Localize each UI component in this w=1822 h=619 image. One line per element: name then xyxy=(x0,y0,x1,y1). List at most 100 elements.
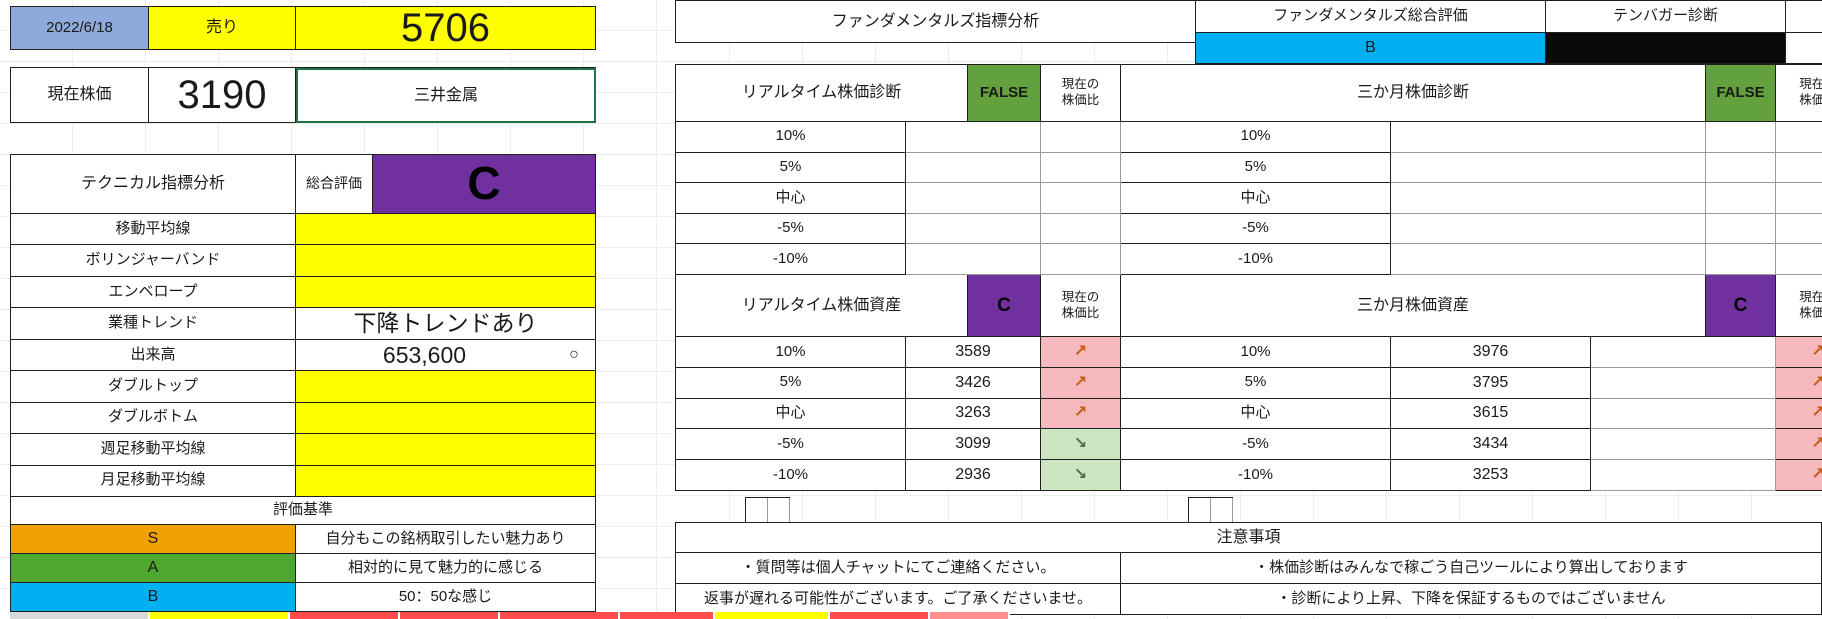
technical-title: テクニカル指標分析 xyxy=(11,155,296,214)
empty-cell xyxy=(1706,183,1776,214)
volume-value-cell[interactable]: 653,600 ○ xyxy=(296,339,596,372)
price-ratio-label: 現在の 株価比 xyxy=(1041,275,1121,337)
sheet-tab[interactable] xyxy=(150,612,290,619)
sheet-tab[interactable] xyxy=(715,612,830,619)
stock-name-cell[interactable]: 三井金属 xyxy=(296,68,596,123)
volume-value: 653,600 xyxy=(382,341,467,368)
stock-code-cell[interactable]: 5706 xyxy=(296,6,596,50)
mini-cells xyxy=(745,497,790,523)
trend-cell[interactable]: ↗ xyxy=(1776,429,1822,461)
asset-row: 5% 3426 ↗ 5% 3795 ↗ xyxy=(676,367,1822,399)
fundamentals-title: ファンダメンタルズ指標分析 xyxy=(676,1,1196,43)
asset-value[interactable]: 3795 xyxy=(1391,367,1591,399)
price-ratio-line2: 株価比 xyxy=(1799,93,1822,107)
technical-row-value[interactable] xyxy=(296,245,596,277)
price-ratio-label: 現在の 株価比 xyxy=(1776,65,1822,122)
sheet-tab[interactable] xyxy=(500,612,620,619)
criteria-row: S 自分もこの銘柄取引したい魅力あり xyxy=(11,525,596,554)
sheet-tab[interactable] xyxy=(10,612,150,619)
technical-row: 移動平均線 xyxy=(11,214,596,246)
asset-level: 5% xyxy=(1121,367,1391,399)
asset-level: -10% xyxy=(676,460,906,491)
sheet-tab[interactable] xyxy=(290,612,400,619)
trend-cell[interactable]: ↗ xyxy=(1776,460,1822,491)
criteria-grade-s[interactable]: S xyxy=(11,525,296,554)
realtime-asset-grade[interactable]: C xyxy=(968,275,1041,337)
asset-value[interactable]: 3589 xyxy=(906,337,1041,368)
trend-cell[interactable]: ↗ xyxy=(1776,398,1822,430)
clipped-cell xyxy=(1786,32,1822,64)
trend-up-icon: ↗ xyxy=(1811,466,1822,484)
empty-cell xyxy=(746,498,768,523)
technical-row-value[interactable] xyxy=(296,214,596,246)
trend-up-icon: ↗ xyxy=(1073,342,1088,360)
sheet-tab-color xyxy=(620,612,713,619)
empty-cell xyxy=(1041,213,1121,245)
criteria-row: A 相対的に見て魅力的に感じる xyxy=(11,554,596,583)
technical-row-value[interactable] xyxy=(296,402,596,435)
sheet-tab-color xyxy=(500,612,618,619)
clipped-cell xyxy=(1786,1,1822,33)
price-ratio-line2: 株価比 xyxy=(1799,305,1822,320)
empty-cell xyxy=(1591,460,1776,491)
three-month-diagnosis-status[interactable]: FALSE xyxy=(1706,65,1776,122)
current-price-value[interactable]: 3190 xyxy=(149,68,296,123)
asset-value[interactable]: 2936 xyxy=(906,460,1041,491)
trend-up-icon: ↗ xyxy=(1073,404,1088,422)
tenbagger-value-cell[interactable] xyxy=(1546,32,1786,64)
asset-value[interactable]: 3253 xyxy=(1391,460,1591,491)
criteria-title: 評価基準 xyxy=(11,497,596,525)
sheet-tab[interactable] xyxy=(400,612,500,619)
criteria-grade-b[interactable]: B xyxy=(11,583,296,612)
trend-cell[interactable]: ↗ xyxy=(1041,337,1121,368)
technical-row-value[interactable] xyxy=(296,434,596,466)
current-price-row: 現在株価 3190 三井金属 xyxy=(10,67,596,123)
trend-cell[interactable]: ↘ xyxy=(1041,429,1121,461)
asset-value[interactable]: 3434 xyxy=(1391,429,1591,461)
notes-header: 注意事項 xyxy=(675,522,1822,553)
trend-cell[interactable]: ↗ xyxy=(1041,367,1121,399)
realtime-diagnosis-status[interactable]: FALSE xyxy=(968,65,1041,122)
realtime-asset-title: リアルタイム株価資産 xyxy=(676,275,968,337)
fundamentals-overall-box: ファンダメンタルズ総合評価 B xyxy=(1195,0,1546,64)
trend-cell[interactable]: ↗ xyxy=(1041,398,1121,430)
fundamentals-overall-grade[interactable]: B xyxy=(1196,32,1546,64)
note-text: ・株価診断はみんなで稼ごう自己ツールにより算出しております xyxy=(1121,553,1822,584)
empty-cell xyxy=(1041,183,1121,214)
tenbagger-label: テンバガー診断 xyxy=(1546,1,1786,33)
diagnosis-header: リアルタイム株価診断 FALSE 現在の 株価比 三か月株価診断 FALSE 現… xyxy=(675,64,1822,122)
trend-cell[interactable]: ↘ xyxy=(1041,460,1121,491)
diagnosis-row: 5% 5% xyxy=(676,152,1822,184)
notes-row: ・質問等は個人チャットにてご連絡ください。 ・株価診断はみんなで稼ごう自己ツール… xyxy=(676,553,1822,584)
diagnosis-level: 10% xyxy=(676,122,906,153)
trend-cell[interactable]: ↗ xyxy=(1776,337,1822,368)
empty-cell xyxy=(906,213,1041,245)
date-cell[interactable]: 2022/6/18 xyxy=(11,7,149,50)
diagnosis-level: 5% xyxy=(1121,152,1391,184)
asset-value[interactable]: 3426 xyxy=(906,367,1041,399)
criteria-rows: S 自分もこの銘柄取引したい魅力あり A 相対的に見て魅力的に感じる B 50：… xyxy=(10,525,596,612)
asset-value[interactable]: 3263 xyxy=(906,398,1041,430)
signal-cell[interactable]: 売り xyxy=(149,7,296,50)
trend-down-icon: ↘ xyxy=(1073,435,1088,453)
technical-row-value[interactable] xyxy=(296,276,596,309)
empty-cell xyxy=(1391,183,1706,214)
left-panel: 2022/6/18 売り 5706 現在株価 3190 三井金属 テクニカル指標… xyxy=(10,0,596,619)
sheet-tab[interactable] xyxy=(620,612,715,619)
technical-row-value[interactable] xyxy=(296,371,596,403)
sheet-tab[interactable] xyxy=(830,612,930,619)
asset-value[interactable]: 3615 xyxy=(1391,398,1591,430)
three-month-asset-grade[interactable]: C xyxy=(1706,275,1776,337)
technical-overall-grade[interactable]: C xyxy=(373,155,596,214)
technical-row-value[interactable] xyxy=(296,465,596,497)
criteria-grade-a[interactable]: A xyxy=(11,554,296,583)
sheet-tab[interactable] xyxy=(930,612,1010,619)
current-price-label: 現在株価 xyxy=(11,68,149,123)
industry-trend-value[interactable]: 下降トレンドあり xyxy=(296,308,596,340)
asset-value[interactable]: 3099 xyxy=(906,429,1041,461)
price-ratio-label: 現在の 株価比 xyxy=(1776,275,1822,337)
trend-up-icon: ↗ xyxy=(1811,404,1822,422)
trend-cell[interactable]: ↗ xyxy=(1776,367,1822,399)
asset-value[interactable]: 3976 xyxy=(1391,337,1591,368)
technical-row-label: 月足移動平均線 xyxy=(11,465,296,497)
